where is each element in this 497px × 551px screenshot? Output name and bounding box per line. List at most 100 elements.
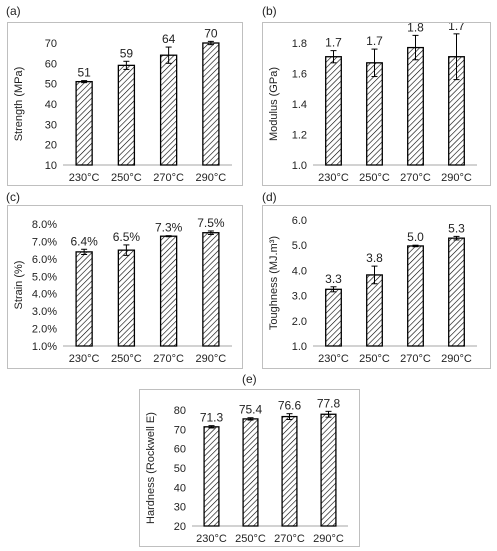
data-label: 6.4% — [70, 234, 98, 248]
y-axis-label: Strain (%) — [13, 261, 25, 310]
data-label: 5.3 — [448, 221, 465, 235]
chart-d: 1.0 2.0 3.0 4.0 5.0 6.0 Toughness (MJ.m³) 3.3 23… — [268, 215, 477, 365]
bar — [407, 46, 424, 166]
y-tick-label: 7.0% — [32, 236, 57, 248]
y-tick-label: 10 — [45, 160, 57, 172]
y-tick-label: 20 — [174, 521, 186, 533]
chart-a: 10 20 30 40 50 60 70 Strength (MPa) 51 230°C 59 250… — [13, 26, 232, 184]
y-tick-label: 6.0% — [32, 254, 57, 266]
bar — [366, 274, 383, 347]
error-bar — [325, 410, 332, 418]
error-bar — [453, 235, 460, 241]
data-label: 3.3 — [325, 272, 342, 286]
y-tick-label: 6.0 — [292, 215, 307, 227]
bar — [242, 418, 259, 527]
x-tick-label: 250°C — [359, 172, 390, 184]
data-label: 5.0 — [407, 230, 424, 244]
y-tick-label: 3.0% — [32, 306, 57, 318]
y-tick-label: 30 — [45, 119, 57, 131]
y-tick-label: 70 — [174, 424, 186, 436]
data-label: 51 — [77, 66, 91, 80]
error-bar — [371, 48, 378, 78]
bar — [202, 42, 220, 166]
x-tick-label: 290°C — [196, 172, 227, 184]
panel-label-a: (a) — [6, 4, 21, 18]
y-tick-label: 20 — [45, 140, 57, 152]
y-tick-label: 1.4 — [292, 99, 307, 111]
bar — [202, 232, 220, 347]
error-bar — [123, 244, 130, 256]
bar — [75, 251, 93, 347]
data-label: 6.5% — [113, 230, 141, 244]
x-tick-label: 230°C — [69, 172, 100, 184]
x-tick-label: 270°C — [153, 353, 184, 365]
y-tick-label: 4.0 — [292, 265, 307, 277]
x-tick-label: 250°C — [359, 353, 390, 365]
bar — [325, 288, 342, 347]
data-label: 1.7 — [325, 36, 342, 50]
bar — [117, 64, 136, 166]
data-label: 7.3% — [155, 221, 183, 235]
x-tick-label: 290°C — [441, 353, 472, 365]
chart-e: 20 30 40 50 60 70 80 Hardness (Rockwell E) 71.3 2… — [145, 396, 348, 545]
y-tick-label: 1.0% — [32, 341, 57, 353]
data-label: 7.5% — [197, 216, 225, 230]
data-label: 3.8 — [366, 251, 383, 265]
chart-frame-e: 20 30 40 50 60 70 80 Hardness (Rockwell E) 71.3 2… — [139, 389, 360, 547]
x-tick-label: 230°C — [318, 172, 349, 184]
data-label: 64 — [162, 32, 176, 46]
bar — [281, 415, 298, 527]
y-tick-label: 2.0 — [292, 316, 307, 328]
y-tick-label: 5.0% — [32, 271, 57, 283]
chart-frame-c: 1.0% 2.0% 3.0% 4.0% 5.0% 6.0% 7.0% 8.0% Strain (… — [7, 205, 243, 369]
y-tick-label: 8.0% — [32, 219, 57, 231]
x-tick-label: 230°C — [196, 533, 227, 545]
bar — [448, 237, 465, 347]
y-tick-label: 30 — [174, 502, 186, 514]
error-bar — [207, 230, 214, 235]
y-tick-label: 40 — [174, 482, 186, 494]
y-tick-label: 2.0% — [32, 324, 57, 336]
bar — [117, 249, 136, 347]
y-axis-label: Modulus (GPa) — [268, 67, 280, 141]
data-label: 76.6 — [278, 399, 302, 413]
y-tick-label: 60 — [174, 444, 186, 456]
error-bar — [286, 413, 293, 420]
chart-c: 1.0% 2.0% 3.0% 4.0% 5.0% 6.0% 7.0% 8.0% Strain (… — [13, 216, 232, 365]
bar — [159, 235, 178, 347]
bar — [325, 56, 342, 166]
data-label: 1.8 — [407, 23, 424, 34]
y-tick-label: 1.0 — [292, 341, 307, 353]
error-bar — [165, 235, 172, 238]
data-label: 75.4 — [239, 403, 263, 417]
error-bar — [81, 80, 88, 84]
data-label: 71.3 — [200, 411, 224, 425]
error-bar — [207, 40, 214, 46]
y-tick-label: 3.0 — [292, 291, 307, 303]
y-axis-label: Toughness (MJ.m³) — [268, 236, 280, 330]
error-bar — [330, 286, 337, 293]
y-axis-label: Hardness (Rockwell E) — [145, 412, 157, 524]
x-tick-label: 230°C — [69, 353, 100, 365]
bar — [203, 426, 220, 527]
y-tick-label: 70 — [45, 38, 57, 50]
data-label: 1.7 — [366, 34, 383, 48]
bar — [75, 80, 93, 166]
x-tick-label: 270°C — [274, 533, 305, 545]
data-label: 77.8 — [317, 396, 341, 410]
y-tick-label: 60 — [45, 58, 57, 70]
error-bar — [247, 417, 254, 421]
x-tick-label: 290°C — [196, 353, 227, 365]
bar — [407, 245, 424, 347]
x-tick-label: 270°C — [400, 353, 431, 365]
panel-label-d: (d) — [262, 190, 277, 204]
y-tick-label: 4.0% — [32, 289, 57, 301]
y-tick-label: 50 — [174, 463, 186, 475]
error-bar — [412, 34, 419, 61]
data-label: 59 — [120, 46, 134, 60]
panel-label-b: (b) — [262, 4, 277, 18]
y-tick-label: 80 — [174, 405, 186, 417]
y-tick-label: 1.6 — [292, 69, 307, 81]
x-tick-label: 250°C — [235, 533, 266, 545]
error-bar — [81, 248, 88, 255]
